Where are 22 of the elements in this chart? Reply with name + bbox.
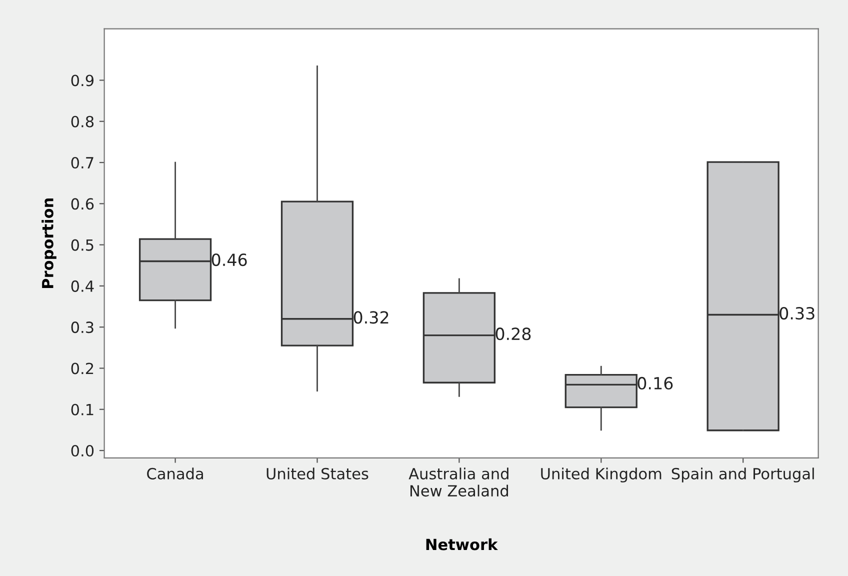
x-axis-title: Network: [426, 538, 498, 550]
y-tick-label: 0.6: [71, 198, 94, 210]
y-tick-label: 0.8: [71, 116, 94, 128]
y-tick-label: 0.3: [71, 322, 94, 334]
annotation: 0.46: [212, 253, 247, 266]
annotation: 0.32: [354, 311, 388, 324]
annotation: 0.33: [780, 306, 814, 320]
x-tick-label: Canada: [147, 468, 203, 480]
x-tick-label: Spain and Portugal: [672, 468, 814, 482]
y-tick-label: 0.4: [71, 280, 94, 292]
annotation: 0.28: [496, 328, 531, 340]
y-tick-label: 0.5: [71, 239, 94, 251]
x-tick-label: United States: [266, 468, 368, 480]
y-tick-label: 0.9: [71, 74, 94, 86]
x-tick-label: United Kingdom: [541, 468, 662, 482]
x-tick-label: Australia and New Zealand: [408, 468, 508, 497]
y-axis-title: Proportion: [42, 198, 56, 288]
y-tick-label: 0.1: [71, 404, 94, 416]
y-tick-label: 0.0: [71, 444, 94, 457]
y-tick-label: 0.7: [71, 156, 94, 169]
annotation: 0.16: [638, 376, 673, 390]
y-tick-label: 0.2: [71, 362, 94, 374]
